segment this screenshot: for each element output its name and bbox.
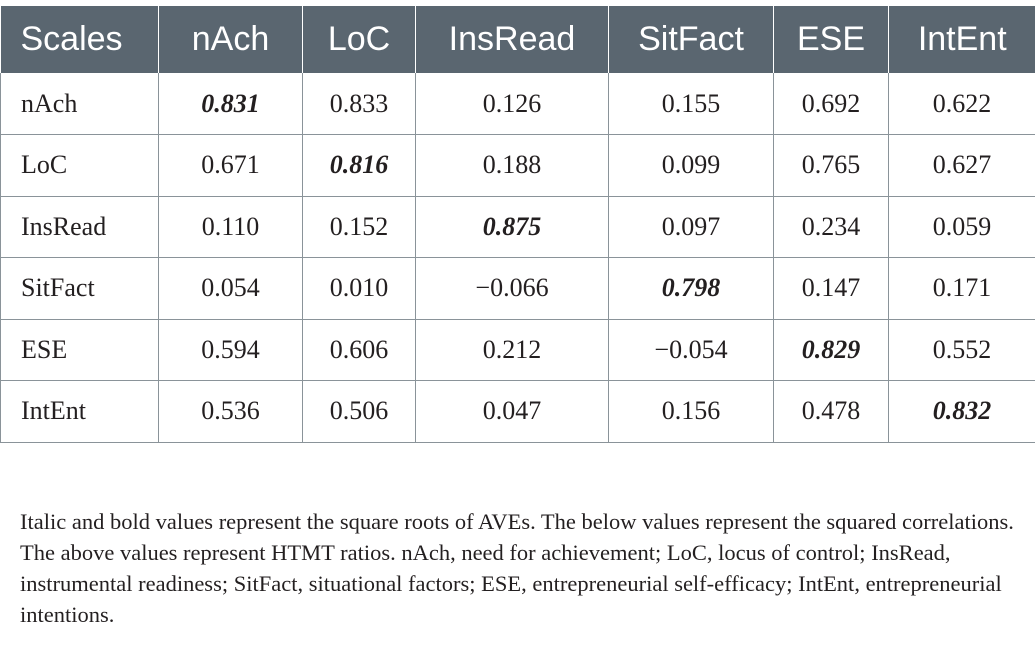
header-cell-nach: nAch bbox=[158, 6, 303, 73]
diagonal-cell: 0.875 bbox=[415, 196, 609, 258]
header-cell-loc: LoC bbox=[302, 6, 416, 73]
table-cell: 0.110 bbox=[158, 196, 303, 258]
table-cell: 0.552 bbox=[888, 319, 1035, 381]
header-row: Scales nAch LoC InsRead SitFact ESE IntE… bbox=[0, 6, 1035, 73]
table-cell: 0.627 bbox=[888, 134, 1035, 197]
header-cell-intent: IntEnt bbox=[888, 6, 1035, 73]
table-cell: −0.066 bbox=[415, 257, 609, 320]
header-cell-scales: Scales bbox=[20, 20, 123, 58]
diagonal-cell: 0.831 bbox=[158, 73, 303, 135]
table-cell: 0.155 bbox=[608, 73, 774, 135]
table-cell: 0.622 bbox=[888, 73, 1035, 135]
diagonal-cell: 0.829 bbox=[773, 319, 889, 381]
table-row: SitFact 0.054 0.010 −0.066 0.798 0.147 0.171 bbox=[0, 257, 1035, 320]
header-cell-ese: ESE bbox=[773, 6, 889, 73]
table-cell: 0.147 bbox=[773, 257, 889, 320]
table-cell: 0.594 bbox=[158, 319, 303, 381]
table-row: LoC 0.671 0.816 0.188 0.099 0.765 0.627 bbox=[0, 134, 1035, 197]
table-body: nAch 0.831 0.833 0.126 0.155 0.692 0.622 LoC 0.6… bbox=[0, 73, 1035, 443]
header-cell-sitfact: SitFact bbox=[608, 6, 774, 73]
table-cell: 0.506 bbox=[302, 380, 416, 443]
table-row: nAch 0.831 0.833 0.126 0.155 0.692 0.622 bbox=[0, 73, 1035, 135]
row-label: InsRead bbox=[0, 196, 159, 258]
table-cell: 0.047 bbox=[415, 380, 609, 443]
header-cell-insread: InsRead bbox=[415, 6, 609, 73]
table-cell: 0.099 bbox=[608, 134, 774, 197]
row-label: SitFact bbox=[0, 257, 159, 320]
table-cell: 0.126 bbox=[415, 73, 609, 135]
table-cell: 0.171 bbox=[888, 257, 1035, 320]
table-row: InsRead 0.110 0.152 0.875 0.097 0.234 0.059 bbox=[0, 196, 1035, 258]
table-header: Scales nAch LoC InsRead SitFact ESE IntE… bbox=[0, 6, 1035, 73]
table-cell: 0.536 bbox=[158, 380, 303, 443]
table-footnote: Italic and bold values represent the squ… bbox=[20, 509, 1014, 627]
table-cell: 0.478 bbox=[773, 380, 889, 443]
table-cell: 0.212 bbox=[415, 319, 609, 381]
table-cell: 0.765 bbox=[773, 134, 889, 197]
table-row: IntEnt 0.536 0.506 0.047 0.156 0.478 0.832 bbox=[0, 380, 1035, 443]
table-cell: 0.833 bbox=[302, 73, 416, 135]
table-cell: 0.606 bbox=[302, 319, 416, 381]
diagonal-cell: 0.832 bbox=[888, 380, 1035, 443]
table-cell: 0.188 bbox=[415, 134, 609, 197]
row-label: IntEnt bbox=[0, 380, 159, 443]
table-cell: 0.152 bbox=[302, 196, 416, 258]
table-cell: 0.097 bbox=[608, 196, 774, 258]
correlation-table: Scales nAch LoC InsRead SitFact ESE IntE… bbox=[0, 6, 1035, 443]
diagonal-cell: 0.816 bbox=[302, 134, 416, 197]
table-cell: 0.054 bbox=[158, 257, 303, 320]
table-row: ESE 0.594 0.606 0.212 −0.054 0.829 0.552 bbox=[0, 319, 1035, 381]
table-cell: 0.234 bbox=[773, 196, 889, 258]
row-label: LoC bbox=[0, 134, 159, 197]
table-cell: 0.671 bbox=[158, 134, 303, 197]
table-cell: 0.059 bbox=[888, 196, 1035, 258]
diagonal-cell: 0.798 bbox=[608, 257, 774, 320]
table-cell: 0.692 bbox=[773, 73, 889, 135]
table-cell: −0.054 bbox=[608, 319, 774, 381]
table-cell: 0.010 bbox=[302, 257, 416, 320]
row-label: ESE bbox=[0, 319, 159, 381]
table-cell: 0.156 bbox=[608, 380, 774, 443]
row-label: nAch bbox=[0, 73, 159, 135]
